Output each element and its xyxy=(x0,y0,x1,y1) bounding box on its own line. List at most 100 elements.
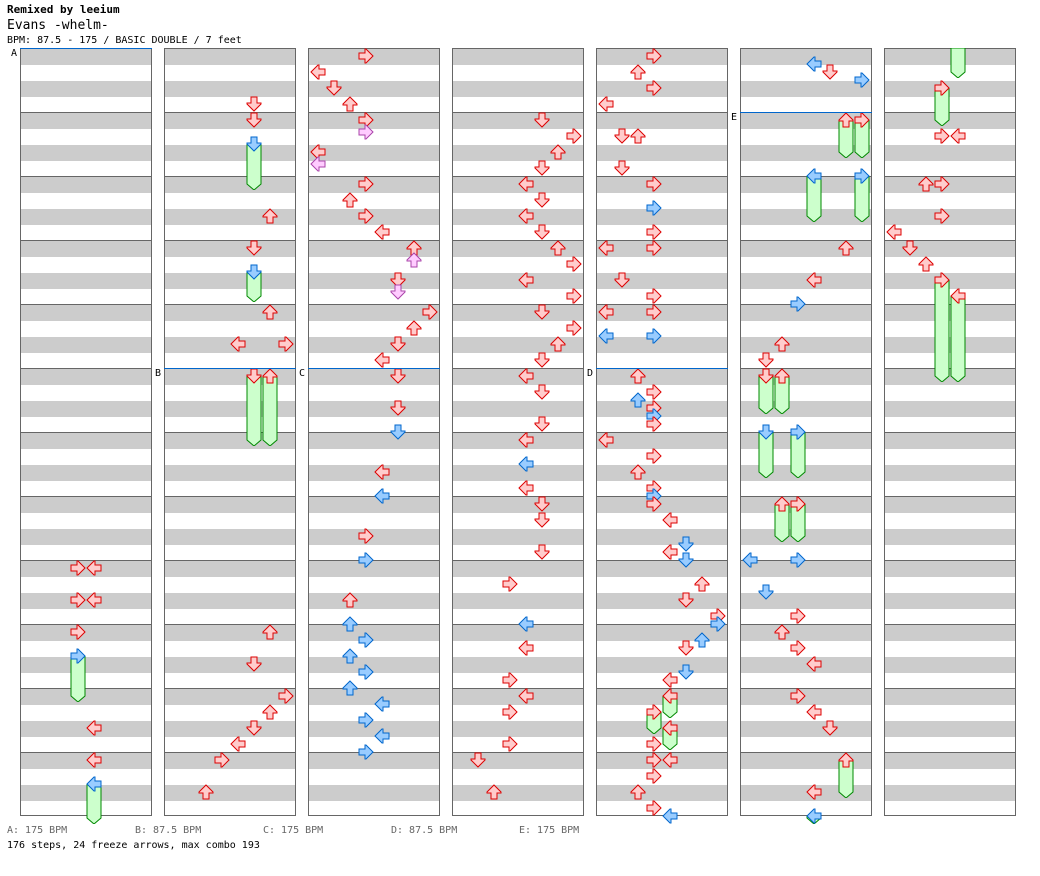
freeze-body xyxy=(854,120,870,158)
chart-info: BPM: 87.5 - 175 / BASIC DOUBLE / 7 feet xyxy=(7,35,242,46)
step-arrow-right-icon xyxy=(70,624,86,640)
step-arrow-down-icon xyxy=(614,160,630,176)
step-arrow-right-icon xyxy=(566,320,582,336)
freeze-arrow-right-icon xyxy=(70,648,86,664)
freeze-body xyxy=(774,504,790,542)
step-arrow-down-icon xyxy=(390,284,406,300)
step-arrow-down-icon xyxy=(758,584,774,600)
freeze-arrow-right-icon xyxy=(854,168,870,184)
step-arrow-up-icon xyxy=(262,304,278,320)
freeze-body xyxy=(86,784,102,824)
freeze-body xyxy=(758,376,774,414)
step-arrow-left-icon xyxy=(950,128,966,144)
step-arrow-down-icon xyxy=(678,552,694,568)
step-arrow-right-icon xyxy=(70,560,86,576)
step-arrow-up-icon xyxy=(262,624,278,640)
freeze-body xyxy=(790,504,806,542)
step-arrow-up-icon xyxy=(342,96,358,112)
step-arrow-up-icon xyxy=(342,648,358,664)
freeze-arrow-down-icon xyxy=(246,136,262,152)
step-arrow-right-icon xyxy=(790,552,806,568)
step-arrow-down-icon xyxy=(534,496,550,512)
step-arrow-left-icon xyxy=(806,784,822,800)
step-arrow-down-icon xyxy=(246,112,262,128)
step-arrow-right-icon xyxy=(566,128,582,144)
step-arrow-right-icon xyxy=(646,496,662,512)
step-arrow-right-icon xyxy=(646,328,662,344)
step-arrow-left-icon xyxy=(806,656,822,672)
step-arrow-right-icon xyxy=(502,576,518,592)
step-arrow-down-icon xyxy=(614,272,630,288)
step-arrow-up-icon xyxy=(774,624,790,640)
step-arrow-down-icon xyxy=(902,240,918,256)
step-arrow-right-icon xyxy=(854,72,870,88)
freeze-arrow-left-icon xyxy=(806,168,822,184)
step-arrow-up-icon xyxy=(486,784,502,800)
step-arrow-up-icon xyxy=(342,192,358,208)
step-arrow-down-icon xyxy=(534,512,550,528)
step-arrow-right-icon xyxy=(358,552,374,568)
bpm-change-line xyxy=(596,368,728,369)
step-arrow-right-icon xyxy=(646,48,662,64)
freeze-arrow-down-icon xyxy=(246,368,262,384)
freeze-body xyxy=(246,144,262,190)
freeze-body xyxy=(790,432,806,478)
step-arrow-right-icon xyxy=(214,752,230,768)
step-arrow-down-icon xyxy=(534,544,550,560)
step-arrow-left-icon xyxy=(374,224,390,240)
step-arrow-right-icon xyxy=(646,752,662,768)
step-arrow-left-icon xyxy=(518,368,534,384)
freeze-arrow-down-icon xyxy=(246,264,262,280)
step-arrow-up-icon xyxy=(918,256,934,272)
freeze-arrow-up-icon xyxy=(774,368,790,384)
freeze-body xyxy=(246,272,262,302)
step-arrow-up-icon xyxy=(630,368,646,384)
step-arrow-left-icon xyxy=(518,208,534,224)
bpm-change-label: C xyxy=(299,368,306,379)
step-arrow-down-icon xyxy=(614,128,630,144)
step-arrow-left-icon xyxy=(662,752,678,768)
freeze-body xyxy=(662,728,678,750)
freeze-body xyxy=(838,120,854,158)
step-arrow-down-icon xyxy=(534,304,550,320)
step-arrow-up-icon xyxy=(262,208,278,224)
remixer-credit: Remixed by leeium xyxy=(7,3,120,16)
step-arrow-up-icon xyxy=(550,336,566,352)
step-arrow-left-icon xyxy=(742,552,758,568)
step-arrow-down-icon xyxy=(246,240,262,256)
step-arrow-left-icon xyxy=(518,176,534,192)
freeze-arrow-left-icon xyxy=(662,720,678,736)
step-arrow-right-icon xyxy=(358,744,374,760)
step-arrow-left-icon xyxy=(806,704,822,720)
step-arrow-right-icon xyxy=(566,288,582,304)
freeze-arrow-right-icon xyxy=(934,272,950,288)
step-arrow-up-icon xyxy=(838,240,854,256)
step-arrow-left-icon xyxy=(230,336,246,352)
bpm-change-label: A xyxy=(11,48,18,59)
step-arrow-left-icon xyxy=(662,544,678,560)
freeze-arrow-left-icon xyxy=(806,808,822,824)
freeze-arrow-right-icon xyxy=(790,424,806,440)
step-arrow-right-icon xyxy=(358,124,374,140)
step-arrow-up-icon xyxy=(630,392,646,408)
step-arrow-right-icon xyxy=(790,296,806,312)
step-arrow-left-icon xyxy=(374,352,390,368)
freeze-body xyxy=(950,48,966,78)
chart-column: A xyxy=(11,48,152,824)
step-arrow-up-icon xyxy=(550,144,566,160)
bpm-legend-e: E: 175 BPM xyxy=(519,825,580,836)
step-arrow-right-icon xyxy=(502,672,518,688)
step-arrow-down-icon xyxy=(390,336,406,352)
step-arrow-right-icon xyxy=(646,384,662,400)
step-arrow-left-icon xyxy=(598,96,614,112)
step-arrow-up-icon xyxy=(342,680,358,696)
step-arrow-right-icon xyxy=(646,304,662,320)
step-arrow-up-icon xyxy=(342,616,358,632)
freeze-body xyxy=(934,280,950,382)
step-arrow-right-icon xyxy=(502,736,518,752)
step-arrow-down-icon xyxy=(246,656,262,672)
freeze-arrow-down-icon xyxy=(758,368,774,384)
bpm-change-line xyxy=(740,112,872,113)
step-arrow-left-icon xyxy=(374,464,390,480)
step-arrow-right-icon xyxy=(646,736,662,752)
